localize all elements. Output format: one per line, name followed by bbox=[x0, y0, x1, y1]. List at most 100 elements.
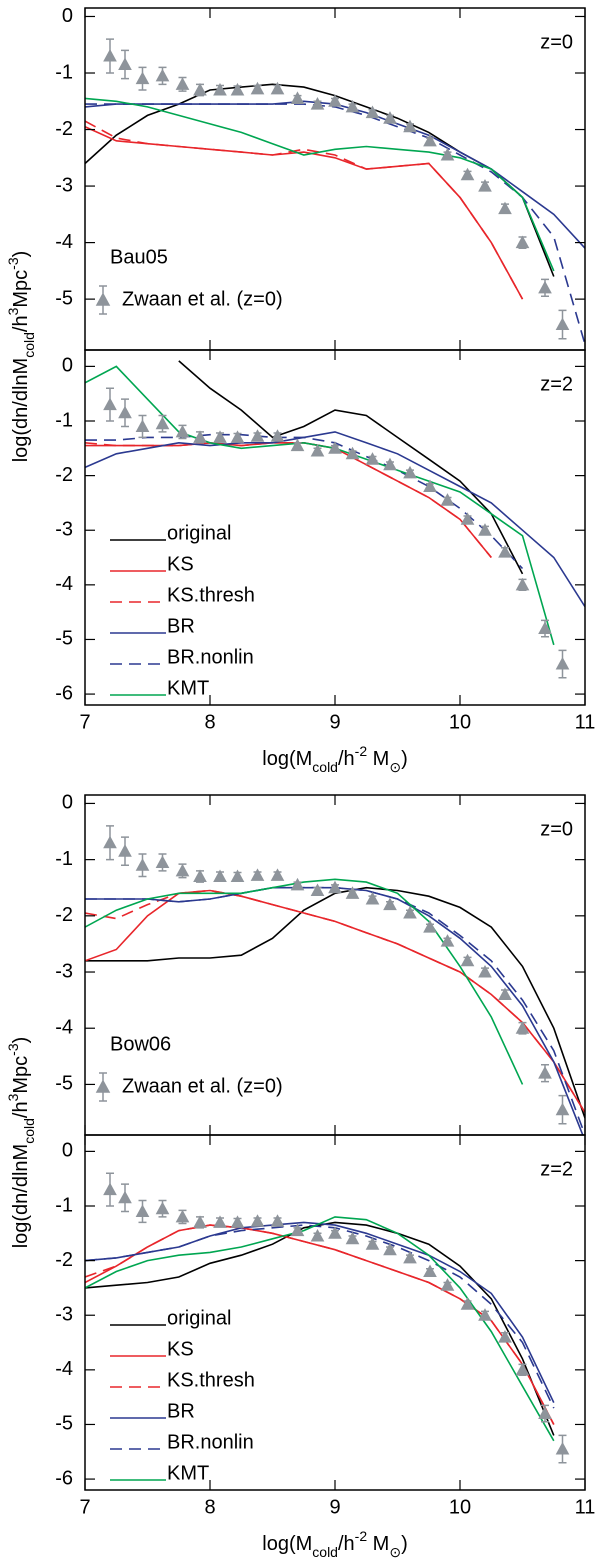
point bbox=[403, 465, 417, 479]
point bbox=[135, 858, 150, 871]
ylabel-part: cold bbox=[21, 332, 37, 358]
point bbox=[135, 71, 150, 85]
point bbox=[193, 869, 207, 882]
x-tick-label: 8 bbox=[204, 1496, 215, 1518]
point bbox=[383, 1242, 397, 1256]
redshift-label: z=0 bbox=[540, 31, 573, 53]
point bbox=[383, 897, 397, 911]
plot-area bbox=[85, 38, 585, 345]
y-tick-label: -6 bbox=[55, 682, 73, 704]
legend-label: KS.thresh bbox=[167, 1369, 255, 1391]
y-tick-label: -5 bbox=[55, 1413, 73, 1435]
point bbox=[250, 868, 265, 881]
point bbox=[175, 77, 190, 90]
point bbox=[175, 1209, 190, 1223]
xlabel-part: ) bbox=[401, 748, 408, 770]
legend-label: KMT bbox=[167, 677, 209, 699]
point bbox=[423, 1264, 437, 1278]
series-line bbox=[85, 886, 584, 1135]
point bbox=[423, 133, 437, 147]
legend-label: Zwaan et al. (z=0) bbox=[122, 288, 283, 310]
point bbox=[538, 1406, 552, 1420]
model-label: Bow06 bbox=[110, 1033, 171, 1055]
y-tick-label: -3 bbox=[55, 519, 73, 541]
y-tick-label: -4 bbox=[55, 573, 73, 595]
point bbox=[538, 621, 552, 635]
y-tick-label: -3 bbox=[55, 1304, 73, 1326]
point bbox=[270, 1214, 285, 1227]
point bbox=[193, 82, 207, 96]
y-tick-label: -2 bbox=[55, 904, 73, 926]
point bbox=[270, 868, 285, 881]
point bbox=[213, 82, 227, 96]
point bbox=[478, 1308, 492, 1321]
y-tick-label: -3 bbox=[55, 960, 73, 982]
point bbox=[515, 1362, 530, 1376]
series-line bbox=[178, 360, 524, 575]
series-line bbox=[85, 103, 585, 345]
point bbox=[193, 430, 207, 443]
point bbox=[250, 1214, 265, 1227]
point bbox=[383, 457, 397, 471]
point bbox=[175, 863, 190, 877]
point bbox=[310, 1228, 325, 1242]
y-axis-label: log(dn/dlnMcold/h3Mpc-3) bbox=[5, 1037, 37, 1249]
point bbox=[270, 81, 285, 95]
series-line bbox=[85, 1224, 555, 1409]
series-line bbox=[85, 431, 585, 608]
point bbox=[478, 964, 492, 978]
x-tick-label: 11 bbox=[575, 711, 596, 733]
ylabel-part: 3 bbox=[5, 1093, 21, 1101]
point bbox=[345, 886, 360, 899]
point bbox=[328, 880, 342, 894]
x-tick-label: 11 bbox=[575, 1496, 596, 1518]
point bbox=[250, 81, 265, 95]
x-axis-label: log(Mcold/h-2 M⊙) bbox=[262, 1528, 407, 1560]
point bbox=[290, 438, 305, 452]
ylabel-part: -3 bbox=[5, 257, 21, 270]
point bbox=[310, 443, 325, 457]
point bbox=[478, 179, 492, 192]
y-tick-label: 0 bbox=[62, 1140, 73, 1162]
xlabel-part: cold bbox=[312, 759, 338, 775]
point bbox=[515, 1021, 530, 1034]
point bbox=[250, 429, 265, 442]
legend-label: BR.nonlin bbox=[167, 646, 254, 668]
point bbox=[440, 493, 455, 506]
point bbox=[345, 1231, 360, 1245]
point bbox=[460, 512, 475, 525]
point bbox=[230, 1215, 245, 1228]
point bbox=[310, 97, 325, 110]
legend-marker bbox=[95, 285, 111, 315]
point bbox=[270, 429, 285, 442]
point bbox=[310, 883, 325, 897]
y-tick-label: -5 bbox=[55, 1073, 73, 1095]
xlabel-part: ⊙ bbox=[389, 1544, 401, 1560]
point bbox=[103, 835, 117, 849]
point bbox=[403, 905, 417, 919]
plot-area bbox=[85, 360, 585, 679]
redshift-label: z=2 bbox=[540, 373, 573, 395]
x-tick-label: 8 bbox=[204, 711, 215, 733]
point bbox=[555, 656, 570, 670]
ylabel-part: 3 bbox=[5, 307, 21, 315]
point bbox=[155, 855, 170, 868]
point bbox=[328, 94, 342, 107]
point bbox=[230, 869, 245, 882]
point bbox=[103, 1182, 117, 1196]
series-line bbox=[85, 1221, 555, 1436]
point bbox=[478, 523, 492, 536]
point bbox=[460, 1297, 475, 1310]
point bbox=[118, 57, 132, 71]
y-tick-label: 0 bbox=[62, 355, 73, 377]
xlabel-part: /h bbox=[338, 1533, 355, 1555]
xlabel-part: ⊙ bbox=[389, 759, 401, 775]
redshift-label: z=2 bbox=[540, 1158, 573, 1180]
point bbox=[213, 1215, 227, 1228]
point bbox=[118, 844, 132, 857]
point bbox=[155, 68, 170, 82]
ylabel-part: Mpc bbox=[10, 270, 32, 308]
ylabel-part: -3 bbox=[5, 1043, 21, 1056]
x-tick-label: 7 bbox=[79, 711, 90, 733]
